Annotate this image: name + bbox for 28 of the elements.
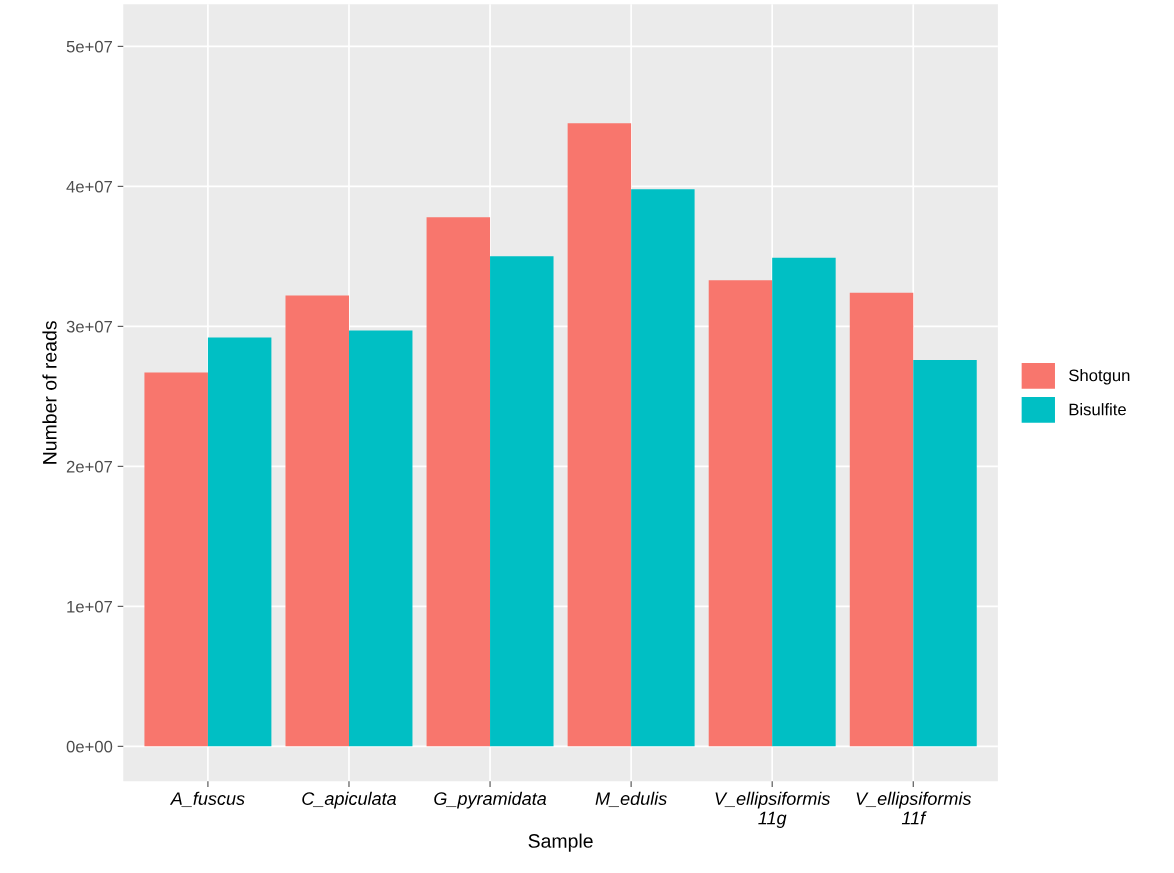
y-tick-label: 5e+07 (66, 40, 113, 53)
y-tick-label: 1e+07 (67, 600, 113, 613)
bar (772, 257, 836, 747)
bar (207, 337, 272, 747)
bar (567, 123, 632, 747)
bar (490, 256, 554, 747)
legend-label: Shotgun (1069, 369, 1130, 385)
bar (144, 372, 208, 747)
bar (913, 359, 977, 747)
x-tick-label: C_apiculata (302, 791, 397, 809)
y-tick-label: 4e+07 (66, 180, 113, 193)
x-axis-title: Sample (528, 833, 593, 852)
bar (426, 217, 491, 747)
y-tick-label: 2e+07 (66, 460, 113, 473)
x-tick-label: V_ellipsiformis 11g (715, 791, 831, 829)
bar (849, 292, 914, 747)
x-tick-label: G_pyramidata (434, 791, 547, 809)
x-tick-label: A_fuscus (169, 791, 245, 808)
y-tick-label: 0e+00 (66, 740, 113, 753)
bar (285, 295, 349, 747)
y-tick-label: 3e+07 (66, 320, 113, 333)
bar (348, 330, 413, 747)
bar (708, 280, 773, 747)
x-tick-label: M_edulis (595, 791, 667, 808)
y-axis-title: Number of reads (42, 321, 57, 464)
x-tick-label: V_ellipsiformis 11f (856, 791, 972, 825)
legend-label: Bisulfite (1069, 403, 1126, 416)
bar (631, 189, 695, 747)
